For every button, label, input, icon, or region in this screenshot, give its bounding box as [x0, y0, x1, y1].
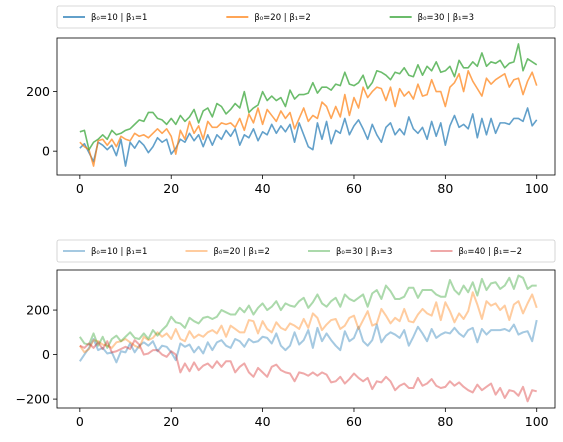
bottom-chart-panel: 0 20 40 60 80 100 −200 0 200 β₀=10 | β₁=1 β₀=20 | … [16, 239, 556, 429]
legend-box [56, 5, 556, 29]
x-tick-label: 60 [346, 414, 362, 429]
x-tick-label: 100 [525, 181, 549, 196]
legend-entry: β₀=30 | β₁=3 [336, 247, 392, 257]
legend-entry: β₀=10 | β₁=1 [91, 13, 147, 23]
x-tick-label: 60 [346, 181, 362, 196]
series-line-2 [79, 291, 538, 354]
top-chart-panel: 0 20 40 60 80 100 0 200 β₀=10 | β₁=1 β₀=20 | β₁=2… [26, 5, 556, 196]
series-line-1 [79, 319, 538, 364]
y-tick-label: 200 [26, 303, 50, 318]
axes-frame [56, 269, 556, 409]
series-line-1 [79, 107, 538, 167]
x-tick-label: 80 [437, 181, 453, 196]
legend-entry: β₀=40 | β₁=−2 [459, 247, 523, 257]
y-tick-label: 0 [42, 144, 50, 159]
legend: β₀=10 | β₁=1 β₀=20 | β₁=2 β₀=30 | β₁=3 [56, 5, 556, 29]
legend-entry: β₀=20 | β₁=2 [214, 247, 270, 257]
x-tick-label: 40 [255, 414, 271, 429]
legend-entry: β₀=30 | β₁=3 [418, 13, 474, 23]
x-tick-label: 20 [163, 414, 179, 429]
series-line-3 [79, 43, 538, 151]
x-tick-label: 100 [525, 414, 549, 429]
x-tick-label: 0 [76, 414, 84, 429]
y-tick-label: 0 [42, 347, 50, 362]
series-line-4 [79, 339, 537, 403]
legend-entry: β₀=20 | β₁=2 [254, 13, 310, 23]
legend: β₀=10 | β₁=1 β₀=20 | β₁=2 β₀=30 | β₁=3 β₀=4… [56, 239, 556, 263]
y-tick-label: −200 [16, 392, 50, 407]
x-tick-label: 40 [255, 181, 271, 196]
series-line-3 [79, 274, 537, 349]
x-tick-label: 20 [163, 181, 179, 196]
legend-box [56, 239, 556, 263]
y-tick-label: 200 [26, 84, 50, 99]
x-tick-label: 80 [437, 414, 453, 429]
legend-entry: β₀=10 | β₁=1 [91, 247, 147, 257]
series-line-2 [79, 69, 538, 167]
x-tick-label: 0 [76, 181, 84, 196]
axes-frame [56, 37, 556, 176]
